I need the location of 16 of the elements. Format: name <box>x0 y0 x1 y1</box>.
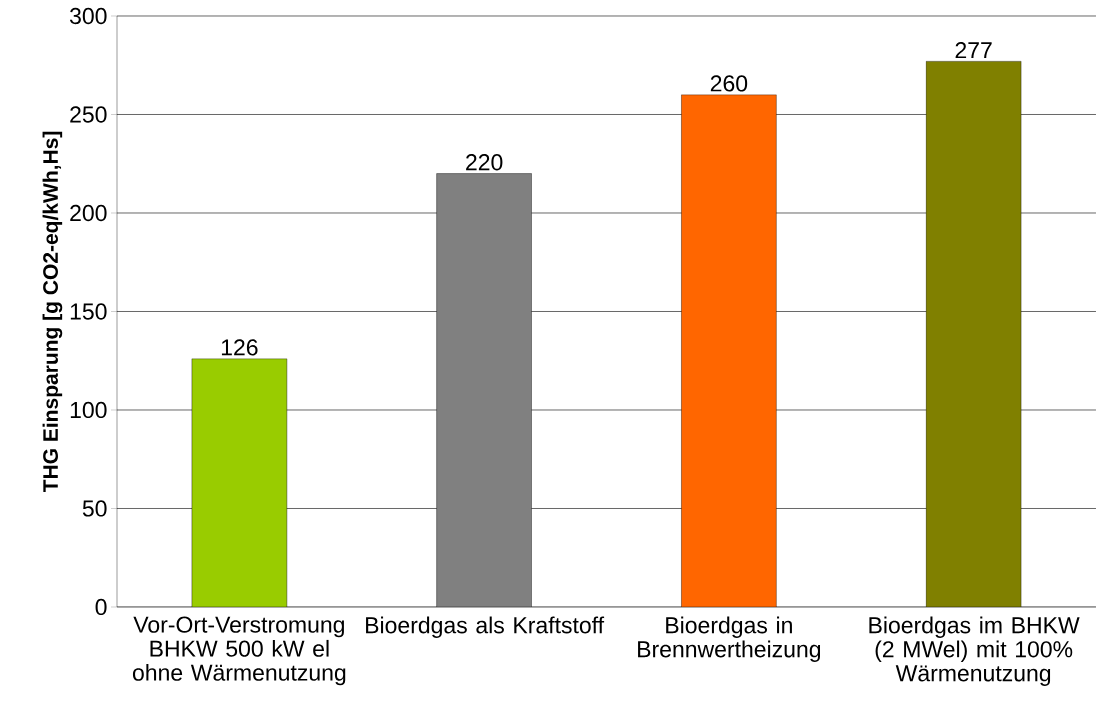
data-label: 260 <box>710 75 748 92</box>
y-tick-label: 300 <box>69 7 107 25</box>
y-axis-title: THG Einsparung [g CO2-eq/kWh,Hs] <box>42 131 63 493</box>
data-label: 126 <box>221 339 258 356</box>
data-label: 220 <box>466 154 503 171</box>
x-tick-label: Vor-Ort-Verstromung BHKW 500 kW el ohne Wärmenutzung <box>132 616 346 686</box>
x-tick-label: Bioerdgas im BHKW (2 MWel) mit 100% Wärmenutzung <box>869 616 1080 686</box>
y-tick-label: 100 <box>70 401 107 419</box>
y-tick-label: 0 <box>95 598 107 616</box>
data-label: 277 <box>955 42 992 59</box>
y-tick-label: 250 <box>70 106 107 123</box>
y-tick-label: 50 <box>82 500 107 517</box>
y-tick-label: 200 <box>70 204 107 222</box>
y-tick-label: 150 <box>70 303 107 320</box>
x-tick-label: Bioerdgas als Kraftstoff <box>366 616 605 638</box>
x-tick-label: Bioerdgas in Brennwertheizung <box>638 616 821 662</box>
